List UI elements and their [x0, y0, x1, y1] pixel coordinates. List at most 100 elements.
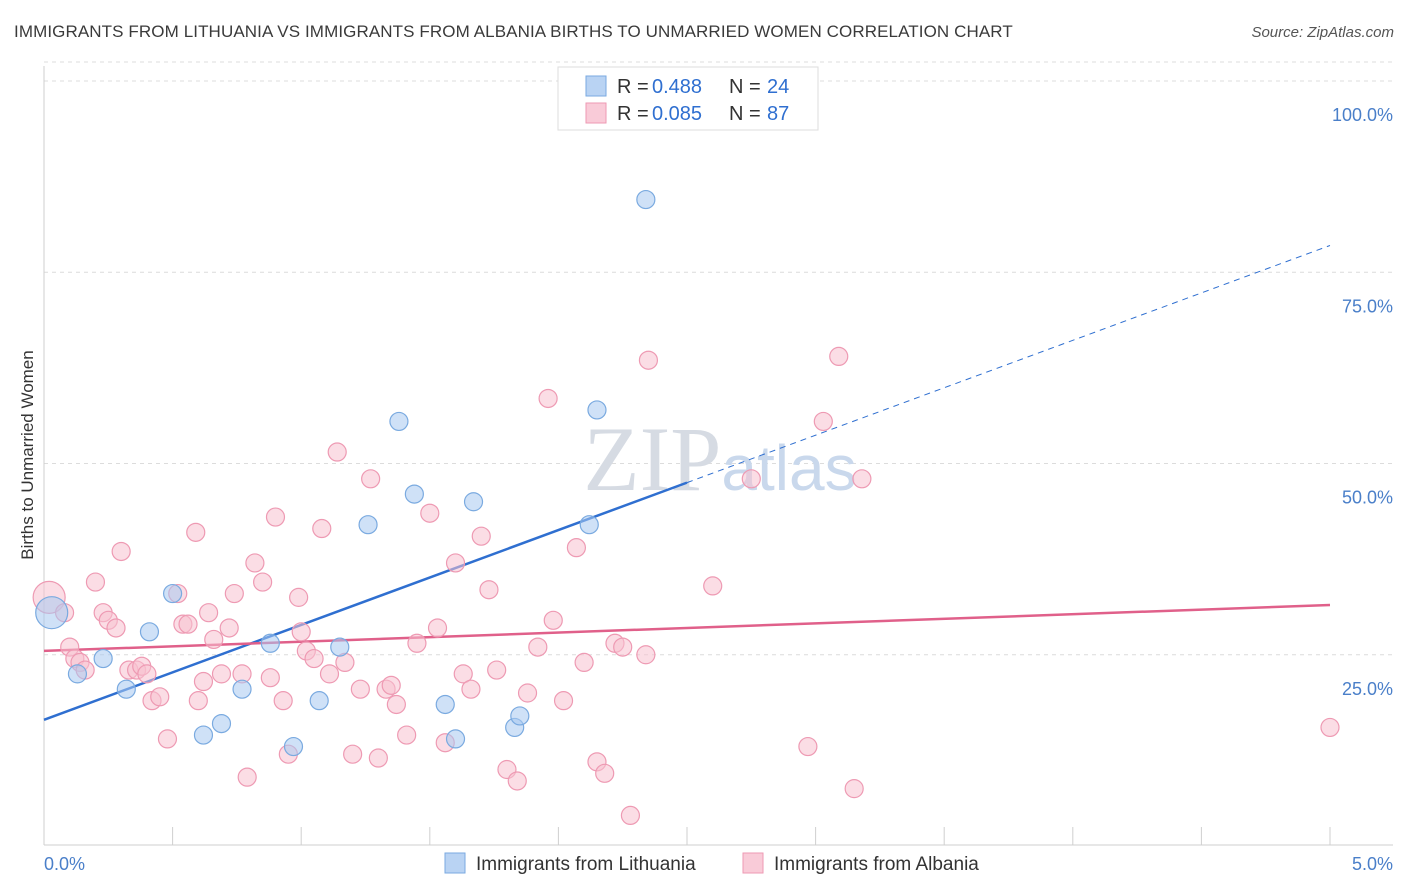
data-point — [199, 603, 219, 623]
data-point — [178, 614, 198, 634]
data-point — [453, 664, 473, 684]
x-tick-label-min: 0.0% — [44, 854, 85, 874]
series-label-albania: Immigrants from Albania — [774, 854, 979, 875]
trend-line-2 — [43, 603, 1331, 653]
data-point — [829, 346, 849, 366]
legend-n-label-1: N = — [729, 76, 761, 98]
data-point — [304, 648, 324, 669]
data-point — [844, 779, 864, 799]
legend-r-value-1: 0.488 — [652, 76, 702, 98]
data-point — [595, 763, 615, 783]
series-swatch-lithuania — [444, 852, 466, 874]
x-tick-label-max: 5.0% — [1352, 854, 1393, 874]
data-point — [343, 744, 363, 764]
data-point — [291, 622, 311, 642]
legend-n-label-2: N = — [729, 103, 761, 125]
data-point — [517, 683, 538, 703]
data-point — [852, 469, 872, 489]
data-point — [487, 660, 507, 680]
data-point — [389, 411, 409, 432]
data-point — [289, 587, 309, 607]
data-point — [193, 671, 214, 692]
y-axis-title: Births to Unmarried Women — [18, 350, 37, 559]
data-point — [741, 469, 761, 489]
data-point — [1320, 717, 1340, 738]
data-point — [427, 618, 448, 638]
data-point — [613, 637, 633, 657]
y-tick-label-75: 75.0% — [1342, 296, 1393, 316]
data-point — [186, 522, 206, 542]
data-point — [232, 679, 252, 699]
data-point — [445, 729, 466, 749]
data-point — [93, 648, 113, 669]
data-point — [435, 694, 455, 715]
data-point — [636, 189, 656, 210]
data-point — [309, 691, 329, 711]
data-point — [636, 645, 656, 665]
data-point — [85, 572, 106, 592]
data-point — [386, 694, 406, 715]
data-point — [538, 388, 558, 409]
data-point — [111, 541, 131, 562]
legend-swatch-albania — [585, 102, 607, 124]
data-point — [471, 526, 491, 546]
data-point — [553, 691, 574, 711]
data-point — [813, 411, 833, 432]
y-tick-label-100: 100.0% — [1332, 105, 1393, 125]
data-point — [528, 637, 548, 657]
data-point — [312, 518, 332, 539]
data-point — [273, 691, 293, 711]
data-point — [574, 652, 594, 673]
data-point — [224, 583, 244, 604]
y-tick-label-25: 25.0% — [1342, 679, 1393, 699]
data-point — [106, 618, 126, 638]
data-point — [330, 637, 350, 657]
legend-r-label-1: R = — [617, 76, 649, 98]
data-point — [798, 736, 818, 757]
y-tick-labels: 25.0% 50.0% 75.0% 100.0% — [1332, 105, 1393, 699]
data-point — [211, 713, 232, 734]
data-point — [150, 687, 170, 707]
trend-lines — [43, 245, 1331, 721]
data-point — [543, 610, 563, 630]
data-point — [237, 767, 257, 787]
legend-r-label-2: R = — [617, 103, 649, 125]
data-point — [507, 771, 527, 791]
data-point — [265, 507, 286, 527]
data-point — [211, 664, 232, 684]
data-point — [283, 736, 304, 757]
correlation-legend: R = 0.488 N = 24 R = 0.085 N = 87 — [557, 66, 819, 131]
data-point — [350, 679, 370, 699]
y-tick-label-50: 50.0% — [1342, 488, 1393, 508]
data-point — [479, 580, 499, 600]
legend-n-value-1: 24 — [767, 76, 789, 98]
data-point — [361, 469, 381, 489]
data-point — [327, 442, 347, 462]
data-point — [157, 729, 178, 749]
data-point — [163, 583, 183, 604]
data-point — [407, 633, 427, 653]
data-point — [445, 553, 466, 573]
data-point — [35, 596, 69, 630]
source-label: Source: ZipAtlas.com — [1251, 24, 1394, 41]
data-point — [381, 675, 401, 695]
data-point — [137, 664, 157, 684]
data-point — [620, 805, 641, 826]
data-point — [260, 668, 280, 688]
legend-r-value-2: 0.085 — [652, 103, 702, 125]
legend-n-value-2: 87 — [767, 103, 789, 125]
data-point — [368, 748, 388, 768]
data-point — [245, 553, 265, 573]
data-point — [463, 492, 484, 512]
data-point — [260, 633, 280, 653]
data-point — [461, 679, 481, 699]
data-point — [188, 691, 208, 711]
data-point — [139, 622, 160, 642]
data-points — [32, 189, 1340, 826]
legend-swatch-lithuania — [585, 75, 607, 97]
chart-title: IMMIGRANTS FROM LITHUANIA VS IMMIGRANTS … — [14, 22, 1013, 41]
data-point — [397, 725, 417, 745]
data-point — [579, 515, 599, 535]
data-point — [67, 664, 88, 684]
